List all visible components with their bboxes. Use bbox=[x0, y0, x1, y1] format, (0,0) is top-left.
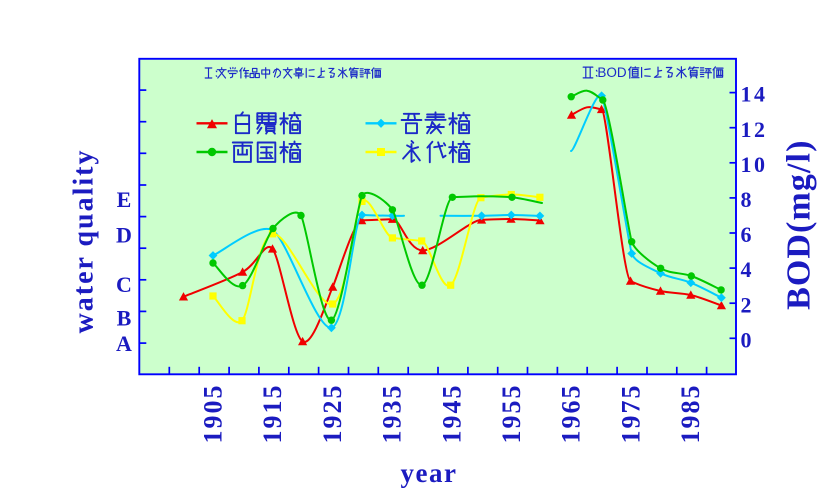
svg-text:year: year bbox=[401, 458, 458, 488]
svg-text:BOD(mg/l): BOD(mg/l) bbox=[781, 139, 818, 309]
svg-text:6: 6 bbox=[741, 222, 755, 247]
svg-text:2: 2 bbox=[741, 292, 755, 317]
svg-text:D: D bbox=[116, 223, 132, 248]
svg-text:1955: 1955 bbox=[497, 384, 526, 444]
svg-text:1985: 1985 bbox=[676, 384, 705, 444]
svg-text:10: 10 bbox=[741, 152, 768, 177]
svg-text:A: A bbox=[116, 331, 132, 356]
svg-text:1975: 1975 bbox=[616, 384, 645, 444]
svg-text:14: 14 bbox=[741, 82, 768, 107]
svg-text:8: 8 bbox=[741, 187, 755, 212]
svg-text:B: B bbox=[117, 306, 132, 331]
svg-text:1935: 1935 bbox=[378, 384, 407, 444]
svg-text:1945: 1945 bbox=[437, 384, 466, 444]
svg-text:E: E bbox=[117, 187, 132, 212]
svg-text:0: 0 bbox=[741, 327, 755, 352]
svg-text:1925: 1925 bbox=[318, 384, 347, 444]
svg-text:water quality: water quality bbox=[69, 149, 100, 334]
svg-text:C: C bbox=[116, 272, 132, 297]
svg-text:BOD: BOD bbox=[597, 65, 627, 80]
svg-text:1905: 1905 bbox=[199, 384, 228, 444]
svg-text:4: 4 bbox=[741, 257, 755, 282]
svg-text:12: 12 bbox=[741, 117, 768, 142]
svg-text:1915: 1915 bbox=[258, 384, 287, 444]
svg-text:1965: 1965 bbox=[557, 384, 586, 444]
